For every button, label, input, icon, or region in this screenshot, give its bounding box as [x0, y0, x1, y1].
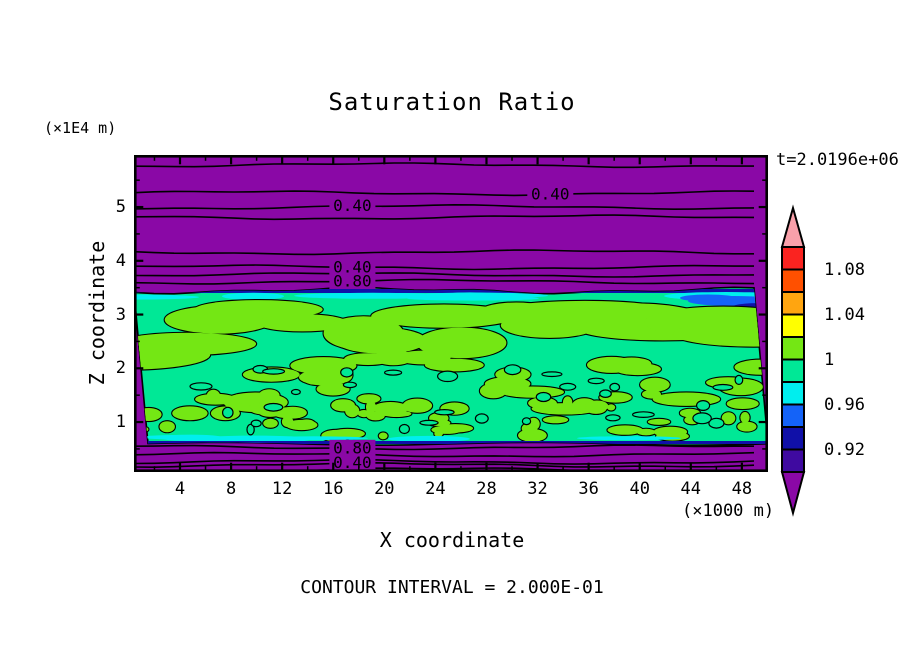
colorbar-segment — [781, 448, 805, 473]
colorbar-segment — [781, 403, 805, 428]
y-tick-label: 2 — [115, 358, 126, 379]
colorbar-segment — [781, 336, 805, 361]
colorbar-segment — [781, 313, 805, 338]
x-tick-label: 4 — [174, 479, 186, 499]
x-tick-label: 8 — [225, 479, 237, 499]
svg-text:0.80: 0.80 — [333, 438, 372, 457]
svg-text:0.80: 0.80 — [333, 272, 372, 291]
colorbar-segment — [781, 268, 805, 293]
x-axis-title: X coordinate — [379, 528, 525, 552]
contour-value-labels: 0.400.400.400.800.800.40 — [329, 185, 574, 472]
y-tick-label: 5 — [115, 197, 126, 218]
time-annotation: t=2.0196e+06 — [776, 150, 899, 170]
colorbar-tick-label: 1 — [824, 349, 835, 370]
x-tick-label: 20 — [374, 479, 395, 499]
colorbar-segment — [781, 426, 805, 451]
colorbar-segment — [781, 291, 805, 316]
chart-title: Saturation Ratio — [328, 88, 576, 116]
x-tick-label: 48 — [731, 479, 753, 499]
contour-plot: 0.400.400.400.800.800.40 — [134, 155, 768, 472]
upper-contour-lines — [134, 162, 755, 285]
colorbar — [780, 204, 806, 517]
x-tick-label: 44 — [680, 479, 702, 499]
colorbar-tick-label: 0.96 — [824, 394, 865, 415]
svg-text:0.40: 0.40 — [333, 196, 372, 215]
x-tick-label: 36 — [578, 479, 599, 499]
x-tick-label: 24 — [425, 479, 446, 499]
svg-text:0.40: 0.40 — [333, 257, 372, 276]
y-tick-label: 4 — [115, 250, 126, 271]
y-axis-unit-label: (×1E4 m) — [44, 119, 117, 137]
y-tick-label: 1 — [115, 412, 126, 433]
svg-text:0.40: 0.40 — [333, 453, 372, 472]
contour-interval-note: CONTOUR INTERVAL = 2.000E-01 — [300, 577, 604, 598]
x-tick-label: 16 — [322, 479, 344, 499]
x-tick-label: 28 — [476, 479, 497, 499]
colorbar-segment — [781, 246, 805, 271]
svg-text:0.40: 0.40 — [531, 185, 570, 204]
x-tick-label: 40 — [629, 479, 650, 499]
y-tick-label: 3 — [115, 304, 126, 325]
colorbar-tick-label: 0.92 — [824, 439, 865, 460]
x-tick-label: 32 — [527, 479, 548, 499]
colorbar-segment — [781, 381, 805, 406]
x-axis-unit-label: (×1000 m) — [682, 501, 775, 521]
axis-tick-marks — [135, 156, 767, 471]
colorbar-under-arrow — [780, 471, 806, 517]
colorbar-tick-label: 1.04 — [824, 304, 865, 325]
x-tick-label: 12 — [271, 479, 293, 499]
plot-frame — [134, 155, 768, 472]
cloud-band-texture — [134, 289, 768, 444]
colorbar-segment — [781, 358, 805, 383]
colorbar-tick-label: 1.08 — [824, 259, 865, 280]
colorbar-over-arrow — [780, 204, 806, 248]
